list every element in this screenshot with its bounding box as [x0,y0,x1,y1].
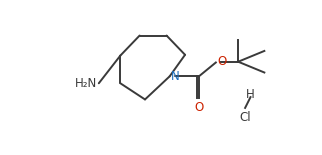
Text: H: H [246,88,255,101]
Text: H₂N: H₂N [75,77,97,90]
Text: O: O [194,101,204,114]
Text: Cl: Cl [239,111,251,124]
Text: N: N [170,70,179,83]
Text: O: O [217,55,227,68]
